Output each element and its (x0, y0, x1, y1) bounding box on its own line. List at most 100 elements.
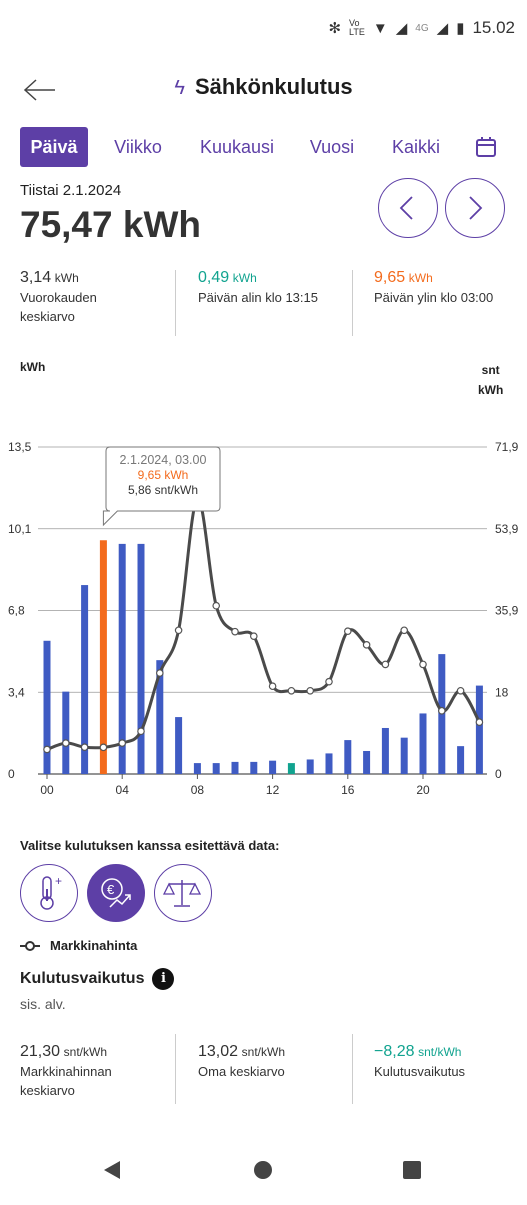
status-time: 15.02 (472, 18, 515, 37)
battery-icon: ▮ (456, 20, 465, 37)
stat-min-label: Päivän alin klo 13:15 (198, 290, 318, 305)
page-title-text: Sähkönkulutus (194, 74, 353, 99)
consumption-bar (175, 717, 183, 774)
consumption-bar (81, 585, 89, 774)
market-price-point (325, 677, 333, 686)
market-price-point (137, 727, 145, 736)
market-price-point (99, 743, 108, 752)
data-select-label: Valitse kulutuksen kanssa esitettävä dat… (20, 838, 280, 853)
legend-market-price: Markkinahinta (50, 938, 138, 953)
left-axis-unit: kWh (20, 360, 46, 374)
tab-year[interactable]: Vuosi (309, 137, 355, 157)
market-price-point (362, 641, 371, 649)
thermometer-icon: + (40, 874, 62, 910)
impact-own-average-label: Oma keskiarvo (198, 1064, 285, 1079)
period-tabs: Päivä Viikko Kuukausi Vuosi Kaikki (20, 127, 510, 169)
svg-text:€: € (107, 882, 115, 897)
consumption-bar (325, 753, 333, 774)
right-tick-label: 53,9 (495, 522, 519, 536)
right-axis-unit: snt kWh (478, 363, 504, 397)
temperature-toggle-button[interactable]: + (20, 864, 78, 922)
calendar-button[interactable] (470, 127, 502, 167)
system-navigation-bar (0, 1140, 527, 1200)
consumption-bar (250, 761, 258, 774)
consumption-chart[interactable]: 0 03,4 186,8 35,910,1 53,913,5 71,900 04 08 12 16… (0, 400, 527, 805)
nav-home-icon[interactable] (254, 1161, 272, 1179)
next-day-button[interactable] (445, 178, 505, 238)
market-price-point (268, 682, 277, 691)
consumption-bar (363, 750, 371, 774)
stat-max-unit: kWh (408, 271, 433, 285)
signal-icon: ◢ (395, 20, 408, 37)
left-tick-label: 0 (8, 767, 15, 781)
impact-consumption-effect: −8,28 snt/kWh Kulutusvaikutus (374, 1042, 524, 1081)
tab-week[interactable]: Viikko (114, 137, 162, 157)
consumption-bar (156, 660, 164, 774)
tab-all[interactable]: Kaikki (391, 137, 440, 157)
impact-consumption-effect-value: −8,28 (374, 1043, 415, 1060)
market-price-point (174, 626, 183, 635)
stat-average-label: Vuorokauden keskiarvo (20, 290, 97, 324)
tab-day[interactable]: Päivä (20, 127, 88, 167)
market-price-point (62, 739, 70, 747)
impact-title: Kulutusvaikutus (20, 970, 145, 987)
consumption-bar (269, 760, 277, 774)
impact-market-average: 21,30 snt/kWh Markkinahinnan keskiarvo (20, 1042, 170, 1100)
right-tick-label: 0 (495, 767, 502, 781)
market-price-line (46, 496, 481, 751)
consumption-impact-toggle-button[interactable] (154, 864, 212, 922)
right-tick-label: 35,9 (495, 604, 519, 618)
divider (175, 270, 176, 336)
status-bar: ✻ Vo LTE ▼ ◢ 4G ◢ ▮ 15.02 (0, 0, 527, 56)
market-price-point (343, 627, 352, 635)
market-price-point (156, 669, 164, 677)
app-header: ϟ Sähkönkulutus (0, 62, 527, 118)
impact-consumption-effect-label: Kulutusvaikutus (374, 1064, 466, 1079)
impact-header: Kulutusvaikutus i (20, 968, 175, 990)
consumption-bar (137, 543, 145, 774)
x-tick-label: 12 (266, 783, 280, 797)
network-type: 4G (415, 22, 429, 34)
market-price-point (306, 686, 315, 695)
tab-month[interactable]: Kuukausi (199, 137, 275, 157)
info-icon[interactable]: i (152, 968, 175, 990)
consumption-bar (400, 737, 408, 774)
tooltip-box (102, 446, 221, 527)
electricity-icon: ϟ (174, 77, 185, 99)
previous-day-button[interactable] (378, 178, 438, 238)
market-price-toggle-button[interactable]: € (87, 864, 145, 922)
total-consumption: 75,47 kWh (20, 204, 201, 245)
consumption-bar (287, 763, 295, 774)
market-price-point (80, 743, 89, 751)
consumption-bar (475, 685, 483, 774)
wifi-icon: ▼ (372, 19, 388, 37)
back-button[interactable] (22, 76, 58, 104)
tooltip-kwh: 9,65 kWh (138, 468, 189, 482)
impact-own-average: 13,02 snt/kWh Oma keskiarvo (198, 1042, 348, 1081)
volte-icon: Vo LTE (349, 18, 365, 37)
x-tick-label: 20 (416, 783, 430, 797)
divider (352, 270, 353, 336)
market-price-point (231, 627, 239, 636)
market-price-point (475, 718, 484, 726)
market-price-point (118, 739, 127, 747)
stat-average: 3,14 kWh Vuorokauden keskiarvo (20, 268, 160, 326)
impact-stats: 21,30 snt/kWh Markkinahinnan keskiarvo 1… (0, 1034, 527, 1112)
page-title: ϟ Sähkönkulutus (0, 74, 527, 100)
consumption-bar (62, 691, 70, 774)
chevron-right-icon (469, 196, 483, 220)
nav-back-icon[interactable] (104, 1161, 120, 1179)
stat-max: 9,65 kWh Päivän ylin klo 03:00 (374, 268, 524, 307)
x-tick-label: 16 (341, 783, 355, 797)
consumption-stats: 3,14 kWh Vuorokauden keskiarvo 0,49 kWh … (0, 268, 527, 338)
impact-market-average-value: 21,30 (20, 1043, 61, 1060)
tooltip-date: 2.1.2024, 03.00 (120, 453, 207, 467)
market-price-point (381, 660, 390, 669)
right-tick-label: 71,9 (495, 440, 519, 454)
consumption-bar (118, 543, 126, 774)
market-price-point (400, 626, 409, 635)
consumption-bar (193, 763, 201, 774)
left-tick-label: 3,4 (8, 685, 25, 699)
nav-recents-icon[interactable] (403, 1161, 421, 1179)
consumption-bar (457, 746, 465, 774)
